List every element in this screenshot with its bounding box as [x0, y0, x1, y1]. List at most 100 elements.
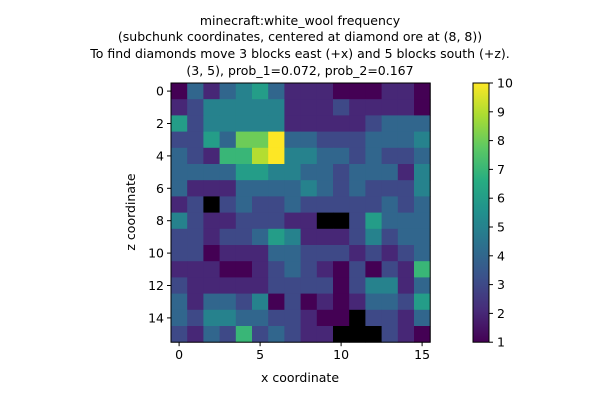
heatmap-cell	[414, 228, 431, 246]
heatmap-cell	[414, 309, 431, 327]
colorbar-tick-label: 4	[497, 248, 505, 263]
heatmap-cell	[381, 115, 399, 132]
x-tick-label: 0	[175, 347, 183, 362]
heatmap-cell	[203, 261, 220, 278]
heatmap-cell	[187, 164, 204, 181]
heatmap-cell	[349, 212, 366, 230]
heatmap-cell	[414, 245, 431, 262]
heatmap-cell	[203, 164, 220, 181]
heatmap-cell	[414, 83, 431, 100]
heatmap-cell	[187, 180, 204, 197]
y-tick-label: 10	[148, 246, 164, 261]
heatmap-cell	[268, 277, 285, 294]
heatmap-cell	[300, 147, 318, 165]
heatmap-cell	[333, 83, 350, 100]
heatmap-cell	[219, 115, 237, 132]
heatmap-cell	[219, 277, 237, 294]
chart-title-line-3: To find diamonds move 3 blocks east (+x)…	[89, 46, 510, 61]
heatmap-cell	[414, 131, 431, 149]
heatmap-cell	[316, 131, 334, 149]
heatmap-cell	[316, 147, 334, 165]
heatmap-cell	[171, 212, 188, 230]
heatmap-cell	[171, 245, 188, 262]
heatmap-cell	[171, 131, 188, 149]
heatmap-cell	[171, 309, 188, 327]
heatmap-cell	[284, 212, 301, 230]
heatmap-cell	[349, 196, 366, 213]
heatmap-cell	[219, 245, 237, 262]
heatmap-cell	[219, 261, 237, 278]
heatmap-cell	[235, 180, 253, 197]
heatmap-cell	[219, 164, 237, 181]
heatmap-cell	[252, 293, 269, 311]
heatmap-cell	[316, 228, 334, 246]
heatmap-cell	[284, 180, 301, 197]
heatmap-cell	[381, 196, 399, 213]
heatmap-cell	[235, 131, 253, 149]
heatmap-cell	[252, 99, 269, 116]
heatmap-cell	[171, 180, 188, 197]
colorbar-tick-label: 6	[497, 191, 505, 206]
heatmap-cell	[349, 180, 366, 197]
heatmap-cell	[187, 228, 204, 246]
heatmap-cell	[268, 196, 285, 213]
heatmap-cell	[414, 147, 431, 165]
heatmap-cell	[381, 180, 399, 197]
heatmap-cell	[268, 212, 285, 230]
heatmap-cell	[203, 326, 220, 343]
heatmap-cell	[300, 245, 318, 262]
heatmap-cell	[284, 261, 301, 278]
heatmap-cell	[252, 115, 269, 132]
heatmap-cell	[349, 131, 366, 149]
chart-title: minecraft:white_wool frequency (subchunk…	[89, 13, 510, 78]
heatmap-cell	[268, 228, 285, 246]
heatmap-cell	[203, 309, 220, 327]
heatmap-cell	[268, 293, 285, 311]
heatmap-cell	[397, 245, 415, 262]
heatmap-cell	[219, 293, 237, 311]
heatmap-cell	[333, 99, 350, 116]
heatmap-cell	[171, 261, 188, 278]
heatmap-cell	[203, 115, 220, 132]
heatmap-cell	[284, 99, 301, 116]
heatmap-cell	[397, 196, 415, 213]
heatmap-cell	[284, 293, 301, 311]
y-axis: 0 2 4 6 8 10 12 14	[148, 84, 171, 325]
heatmap-cell	[235, 212, 253, 230]
heatmap-cell	[316, 261, 334, 278]
heatmap-cell	[171, 293, 188, 311]
heatmap-cell	[171, 164, 188, 181]
heatmap-cell	[252, 180, 269, 197]
heatmap-cell	[203, 228, 220, 246]
heatmap-cell	[397, 180, 415, 197]
heatmap-cell	[333, 212, 350, 230]
heatmap-cell	[268, 83, 285, 100]
heatmap-cell	[284, 115, 301, 132]
heatmap-cell	[284, 245, 301, 262]
heatmap-cell	[381, 131, 399, 149]
heatmap-cell	[235, 164, 253, 181]
heatmap-cell	[397, 309, 415, 327]
heatmap-cell	[235, 83, 253, 100]
heatmap-cell	[414, 277, 431, 294]
heatmap-cell	[187, 83, 204, 100]
heatmap-cell	[300, 309, 318, 327]
colorbar-tick-label: 8	[497, 133, 505, 148]
heatmap-cell	[397, 277, 415, 294]
heatmap-cell	[219, 180, 237, 197]
heatmap-cell	[349, 326, 366, 343]
heatmap-cell	[316, 309, 334, 327]
heatmap-cell	[252, 147, 269, 165]
heatmap-cell	[316, 212, 334, 230]
heatmap-cell	[235, 147, 253, 165]
heatmap-cell	[333, 147, 350, 165]
heatmap-cell	[381, 164, 399, 181]
heatmap-cell	[414, 261, 431, 278]
x-axis: 0 5 10 15	[175, 342, 430, 362]
heatmap-cell	[300, 115, 318, 132]
heatmap-cell	[365, 180, 382, 197]
heatmap-cell	[381, 261, 399, 278]
heatmap-cell	[187, 115, 204, 132]
chart-title-line-1: minecraft:white_wool frequency	[200, 13, 401, 28]
heatmap-cell	[381, 83, 399, 100]
